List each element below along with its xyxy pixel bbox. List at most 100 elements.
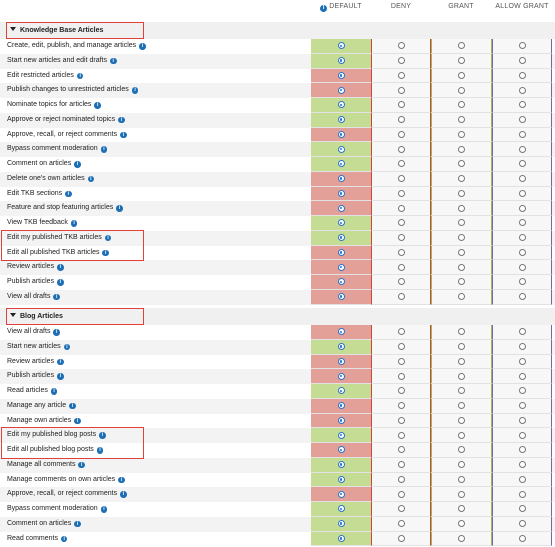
- grant-radio[interactable]: [458, 71, 465, 79]
- info-icon[interactable]: i: [60, 535, 68, 542]
- allow-grant-radio[interactable]: [518, 431, 526, 439]
- info-icon[interactable]: i: [118, 476, 125, 483]
- grant-radio[interactable]: [458, 278, 465, 286]
- allow-grant-radio[interactable]: [518, 130, 526, 138]
- default-radio[interactable]: [337, 446, 345, 454]
- default-radio[interactable]: [337, 189, 345, 197]
- default-radio[interactable]: [337, 431, 345, 439]
- default-radio[interactable]: [337, 343, 345, 351]
- info-icon[interactable]: i: [131, 87, 139, 94]
- default-radio[interactable]: [337, 145, 345, 153]
- deny-radio[interactable]: [397, 387, 405, 395]
- grant-radio[interactable]: [458, 130, 465, 138]
- deny-radio[interactable]: [397, 101, 405, 109]
- grant-radio[interactable]: [458, 42, 465, 50]
- allow-grant-radio[interactable]: [518, 534, 526, 542]
- allow-grant-radio[interactable]: [518, 387, 526, 395]
- grant-radio[interactable]: [458, 116, 465, 124]
- default-radio[interactable]: [337, 160, 345, 168]
- default-radio[interactable]: [337, 520, 345, 528]
- default-radio[interactable]: [337, 234, 345, 242]
- deny-radio[interactable]: [397, 461, 405, 469]
- allow-grant-radio[interactable]: [518, 490, 526, 498]
- grant-radio[interactable]: [458, 416, 465, 424]
- default-radio[interactable]: [337, 490, 345, 498]
- grant-radio[interactable]: [458, 446, 465, 454]
- info-icon[interactable]: i: [74, 417, 81, 424]
- default-radio[interactable]: [337, 416, 345, 424]
- allow-grant-radio[interactable]: [518, 189, 526, 197]
- grant-radio[interactable]: [458, 263, 465, 271]
- triangle-down-icon[interactable]: [10, 27, 16, 31]
- grant-radio[interactable]: [458, 86, 465, 94]
- default-radio[interactable]: [337, 357, 345, 365]
- default-radio[interactable]: [337, 278, 345, 286]
- allow-grant-radio[interactable]: [518, 505, 526, 513]
- grant-radio[interactable]: [458, 357, 465, 365]
- allow-grant-radio[interactable]: [518, 204, 526, 212]
- grant-radio[interactable]: [458, 461, 465, 469]
- grant-radio[interactable]: [458, 402, 465, 410]
- default-radio[interactable]: [337, 86, 345, 94]
- grant-radio[interactable]: [458, 343, 465, 351]
- grant-radio[interactable]: [458, 234, 465, 242]
- triangle-down-icon[interactable]: [10, 313, 16, 317]
- deny-radio[interactable]: [397, 372, 405, 380]
- allow-grant-radio[interactable]: [518, 446, 526, 454]
- info-icon[interactable]: i: [50, 388, 58, 395]
- info-icon[interactable]: i: [118, 116, 125, 124]
- info-icon[interactable]: i: [110, 57, 117, 65]
- default-radio[interactable]: [337, 130, 345, 138]
- allow-grant-radio[interactable]: [518, 328, 526, 336]
- info-icon[interactable]: i: [139, 43, 146, 50]
- deny-radio[interactable]: [397, 175, 405, 183]
- deny-radio[interactable]: [397, 219, 405, 227]
- grant-radio[interactable]: [458, 505, 465, 513]
- info-icon[interactable]: i: [100, 506, 108, 513]
- deny-radio[interactable]: [397, 402, 405, 410]
- info-icon[interactable]: i: [94, 102, 101, 109]
- deny-radio[interactable]: [397, 278, 405, 286]
- allow-grant-radio[interactable]: [518, 263, 526, 271]
- info-icon[interactable]: i: [74, 520, 81, 528]
- deny-radio[interactable]: [397, 263, 405, 271]
- grant-radio[interactable]: [458, 101, 465, 109]
- info-icon[interactable]: i: [87, 175, 95, 183]
- deny-radio[interactable]: [397, 446, 405, 454]
- deny-radio[interactable]: [397, 505, 405, 513]
- allow-grant-radio[interactable]: [518, 461, 526, 469]
- default-radio[interactable]: [337, 293, 345, 301]
- default-radio[interactable]: [337, 475, 345, 483]
- default-radio[interactable]: [337, 101, 345, 109]
- grant-radio[interactable]: [458, 219, 465, 227]
- deny-radio[interactable]: [397, 145, 405, 153]
- default-radio[interactable]: [337, 219, 345, 227]
- allow-grant-radio[interactable]: [518, 248, 526, 256]
- info-icon[interactable]: i: [65, 190, 72, 197]
- allow-grant-radio[interactable]: [518, 520, 526, 528]
- section-title[interactable]: Knowledge Base Articles: [6, 22, 144, 39]
- allow-grant-radio[interactable]: [518, 116, 526, 124]
- info-icon[interactable]: i: [78, 461, 85, 469]
- deny-radio[interactable]: [397, 189, 405, 197]
- allow-grant-radio[interactable]: [518, 86, 526, 94]
- grant-radio[interactable]: [458, 534, 465, 542]
- default-radio[interactable]: [337, 402, 345, 410]
- grant-radio[interactable]: [458, 175, 465, 183]
- deny-radio[interactable]: [397, 130, 405, 138]
- section-title[interactable]: Blog Articles: [6, 308, 144, 325]
- info-icon[interactable]: i: [53, 293, 60, 301]
- info-icon[interactable]: i: [57, 373, 64, 380]
- allow-grant-radio[interactable]: [518, 416, 526, 424]
- allow-grant-radio[interactable]: [518, 160, 526, 168]
- default-radio[interactable]: [337, 204, 345, 212]
- grant-radio[interactable]: [458, 431, 465, 439]
- default-radio[interactable]: [337, 248, 345, 256]
- grant-radio[interactable]: [458, 328, 465, 336]
- grant-radio[interactable]: [458, 145, 465, 153]
- deny-radio[interactable]: [397, 520, 405, 528]
- default-radio[interactable]: [337, 57, 345, 65]
- default-radio[interactable]: [337, 175, 345, 183]
- grant-radio[interactable]: [458, 293, 465, 301]
- deny-radio[interactable]: [397, 71, 405, 79]
